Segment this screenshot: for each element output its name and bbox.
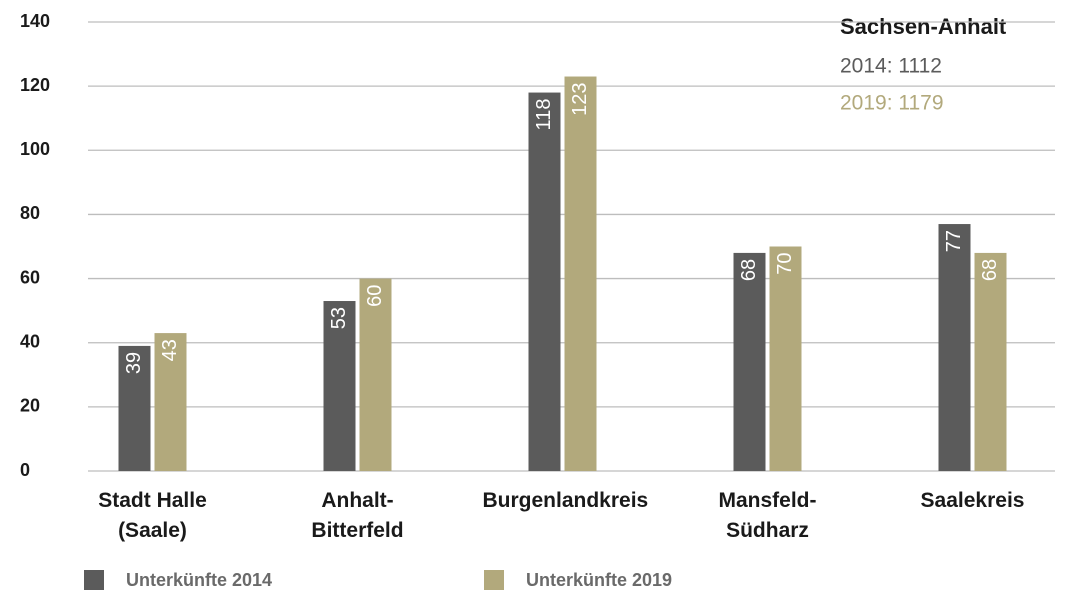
x-tick-label: Stadt Halle (Saale) xyxy=(98,489,207,542)
y-tick-label: 0 xyxy=(20,460,30,480)
y-tick-label: 80 xyxy=(20,203,40,223)
annotation-2014: 2014: 1112 xyxy=(840,55,942,78)
y-tick-label: 60 xyxy=(20,267,40,287)
legend-label: Unterkünfte 2014 xyxy=(126,570,272,590)
data-label: 68 xyxy=(738,259,760,281)
bar xyxy=(938,224,971,471)
bar xyxy=(564,76,597,472)
legend-swatch xyxy=(84,570,104,590)
bar xyxy=(733,252,766,471)
data-label: 77 xyxy=(943,230,965,252)
y-tick-label: 40 xyxy=(20,331,40,351)
data-label: 60 xyxy=(364,285,386,307)
annotation-title: Sachsen-Anhalt xyxy=(840,14,1007,39)
x-tick-label: Burgenlandkreis xyxy=(482,489,649,512)
legend-label: Unterkünfte 2019 xyxy=(526,570,672,590)
y-tick-label: 140 xyxy=(20,11,50,31)
data-label: 123 xyxy=(569,83,591,116)
annotation-2019: 2019: 1179 xyxy=(840,92,944,115)
bar xyxy=(974,252,1007,471)
y-tick-label: 20 xyxy=(20,396,40,416)
y-tick-label: 120 xyxy=(20,75,50,95)
bar xyxy=(359,278,392,471)
data-label: 118 xyxy=(533,99,555,131)
x-tick-label: Mansfeld-Südharz xyxy=(718,489,817,542)
data-label: 39 xyxy=(123,352,145,374)
data-label: 43 xyxy=(159,339,181,361)
data-label: 53 xyxy=(328,307,350,329)
bar xyxy=(528,92,561,472)
legend-swatch xyxy=(484,570,504,590)
bar xyxy=(769,246,802,471)
bar xyxy=(323,301,356,471)
x-tick-label: Anhalt-Bitterfeld xyxy=(311,489,404,542)
bar xyxy=(154,333,187,471)
y-tick-label: 100 xyxy=(20,139,50,159)
data-label: 68 xyxy=(979,259,1001,281)
bar xyxy=(118,345,151,471)
data-label: 70 xyxy=(774,253,796,275)
x-tick-label: Saalekreis xyxy=(920,489,1025,512)
